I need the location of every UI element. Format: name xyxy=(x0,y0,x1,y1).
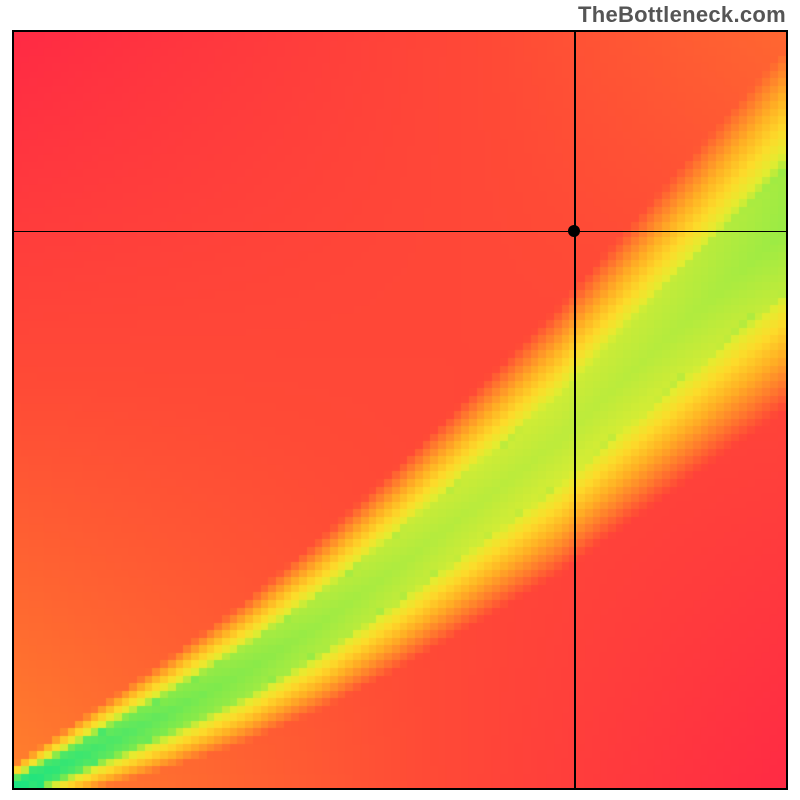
attribution-text: TheBottleneck.com xyxy=(578,2,786,28)
heatmap-canvas xyxy=(14,32,786,788)
crosshair-vertical xyxy=(574,32,575,788)
marker-point xyxy=(568,225,580,237)
crosshair-horizontal xyxy=(14,231,786,232)
plot-frame xyxy=(12,30,788,790)
